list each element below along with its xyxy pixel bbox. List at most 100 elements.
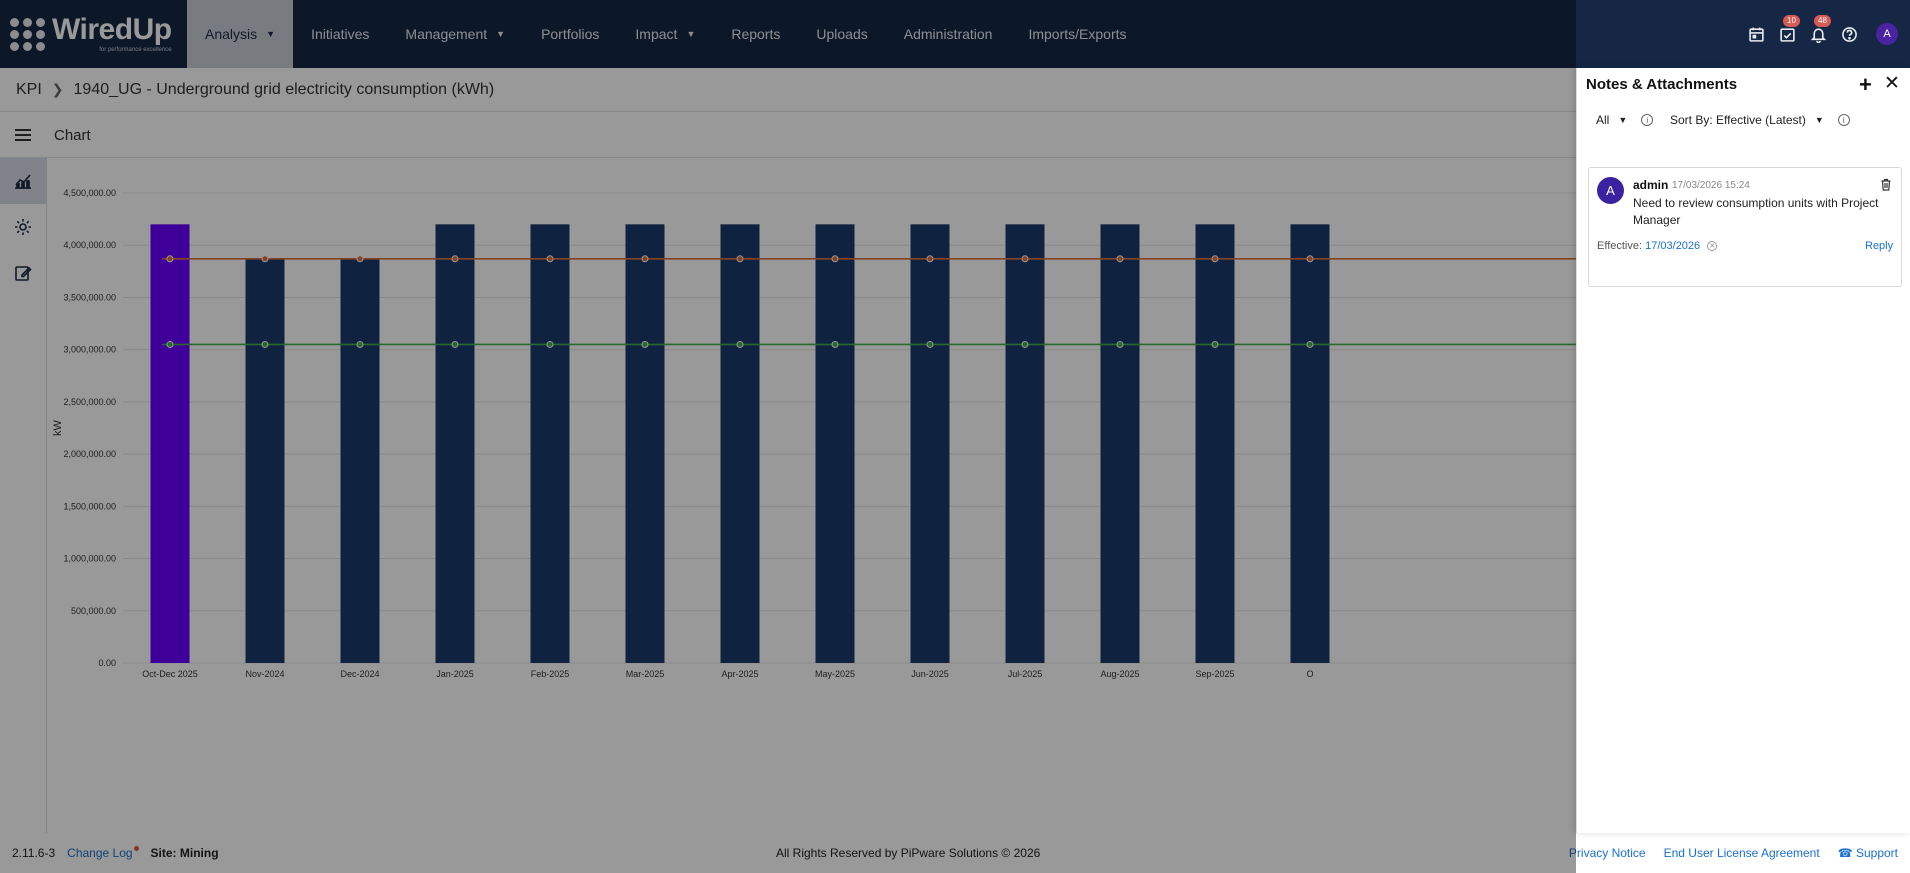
main-menu: Analysis ▼ Initiatives Management ▼ Portfolio… (187, 0, 1145, 68)
breadcrumb-root[interactable]: KPI (16, 80, 42, 98)
tasks-badge: 10 (1783, 15, 1800, 27)
x-tick-label: Nov-2024 (245, 669, 284, 679)
sort-info-icon[interactable]: i (1837, 114, 1850, 126)
note-timestamp: 17/03/2026 15:24 (1672, 180, 1750, 191)
y-tick-label: 0.00 (98, 658, 116, 668)
wiredup-logo[interactable]: WiredUp for performance excellence (0, 0, 185, 68)
breadcrumb: KPI ❯ 1940_UG - Underground grid electri… (0, 68, 1576, 112)
line-point (641, 255, 649, 263)
line-point (451, 255, 459, 263)
footer: 2.11.6-3 Change Log Site: Mining All Rig… (0, 833, 1910, 873)
bar (1005, 224, 1045, 663)
nav-item-reports[interactable]: Reports (731, 26, 781, 42)
settings-gear-icon[interactable] (0, 204, 46, 250)
edit-note-icon[interactable] (0, 250, 46, 296)
x-tick-label: Sep-2025 (1195, 669, 1234, 679)
line-point (926, 255, 934, 263)
nav-item-imports-exports[interactable]: Imports/Exports (1028, 26, 1127, 42)
user-avatar[interactable]: A (1876, 23, 1898, 45)
close-panel-button[interactable]: ✕ (1884, 73, 1900, 94)
line-point (356, 255, 364, 263)
x-tick-label: Jan-2025 (436, 669, 474, 679)
nav-item-portfolios[interactable]: Portfolios (541, 26, 600, 42)
kpi-chart[interactable]: 0.00 500,000.00 1,000,000.00 1,500,000.00 2,… (47, 158, 1576, 833)
bar (815, 224, 855, 663)
y-tick-label: 4,000,000.00 (63, 240, 116, 250)
line-point (261, 340, 269, 348)
effective-date-link[interactable]: 17/03/2026 (1645, 240, 1701, 252)
note-author: admin (1633, 178, 1669, 192)
reply-button[interactable]: Reply (1865, 240, 1894, 252)
nav-item-initiatives[interactable]: Initiatives (311, 26, 370, 42)
x-tick-label: Feb-2025 (531, 669, 570, 679)
chevron-right-icon: ❯ (51, 81, 64, 97)
privacy-notice-link[interactable]: Privacy Notice (1568, 846, 1646, 860)
bar (625, 224, 665, 663)
bar (245, 258, 285, 663)
logo-tagline: for performance excellence (99, 47, 172, 53)
delete-trash-icon[interactable] (1880, 178, 1892, 191)
nav-item-analysis[interactable]: Analysis ▼ (187, 0, 294, 68)
line-point (356, 340, 364, 348)
y-tick-label: 2,500,000.00 (63, 397, 116, 407)
add-note-button[interactable]: + (1859, 72, 1872, 97)
bar (340, 258, 380, 663)
note-body: Need to review consumption units with Pr… (1633, 196, 1879, 227)
line-point (1306, 255, 1314, 263)
chart-svg: 0.00 500,000.00 1,000,000.00 1,500,000.00 2,… (52, 188, 1576, 679)
app-version: 2.11.6-3 (12, 846, 56, 860)
new-dot-icon (133, 846, 139, 851)
line-point (831, 255, 839, 263)
bar (150, 224, 190, 663)
support-link[interactable]: ☎ Support (1837, 846, 1898, 860)
line-point (166, 340, 174, 348)
bar (530, 224, 570, 663)
filter-info-icon[interactable]: i (1641, 114, 1654, 126)
notifications-badge: 48 (1814, 15, 1831, 27)
hamburger-menu-icon[interactable] (0, 126, 46, 144)
note-effective: Effective: 17/03/2026 ✕ (1597, 240, 1718, 252)
line-point (926, 340, 934, 348)
note-author-avatar: A (1597, 177, 1624, 204)
nav-item-management[interactable]: Management ▼ (405, 26, 506, 42)
clear-date-icon[interactable]: ✕ (1707, 241, 1718, 252)
y-tick-label: 4,500,000.00 (63, 188, 116, 198)
notifications-bell-icon[interactable]: 48 (1808, 15, 1831, 44)
support-icon: ☎ (1837, 846, 1856, 860)
sort-select[interactable]: Sort By: Effective (Latest) ▼ i (1670, 113, 1850, 127)
eula-link[interactable]: End User License Agreement (1663, 846, 1820, 860)
caret-down-icon: ▼ (496, 29, 506, 39)
bar (720, 224, 760, 663)
line-point (1116, 340, 1124, 348)
x-tick-label: Jul-2025 (1008, 669, 1043, 679)
caret-down-icon: ▼ (1814, 115, 1824, 125)
x-tick-label: Aug-2025 (1100, 669, 1139, 679)
x-tick-label: O (1306, 669, 1313, 679)
bar (1195, 224, 1235, 663)
caret-down-icon: ▼ (686, 29, 696, 39)
nav-item-impact[interactable]: Impact ▼ (635, 26, 696, 42)
nav-item-uploads[interactable]: Uploads (816, 26, 868, 42)
bar (1100, 224, 1140, 663)
filter-select[interactable]: All ▼ i (1596, 113, 1654, 127)
nav-item-administration[interactable]: Administration (903, 26, 993, 42)
line-point (736, 340, 744, 348)
y-tick-label: 2,000,000.00 (63, 449, 116, 459)
change-log-link[interactable]: Change Log (67, 846, 139, 860)
x-tick-label: Jun-2025 (911, 669, 949, 679)
line-point (1306, 340, 1314, 348)
caret-down-icon: ▼ (266, 29, 276, 39)
logo-dots-icon (10, 17, 46, 51)
line-point (1116, 255, 1124, 263)
x-tick-label: Mar-2025 (626, 669, 665, 679)
help-icon[interactable] (1839, 24, 1859, 44)
tasks-icon[interactable]: 10 (1777, 15, 1800, 44)
logo-name: WiredUp (52, 13, 172, 46)
chart-view-icon[interactable] (0, 158, 46, 204)
panel-title: Notes & Attachments (1586, 76, 1738, 93)
y-axis-label: kW (52, 419, 64, 436)
calendar-icon[interactable] (1746, 24, 1766, 44)
x-tick-label: Dec-2024 (340, 669, 379, 679)
left-tool-rail (0, 158, 47, 833)
line-point (166, 255, 174, 263)
